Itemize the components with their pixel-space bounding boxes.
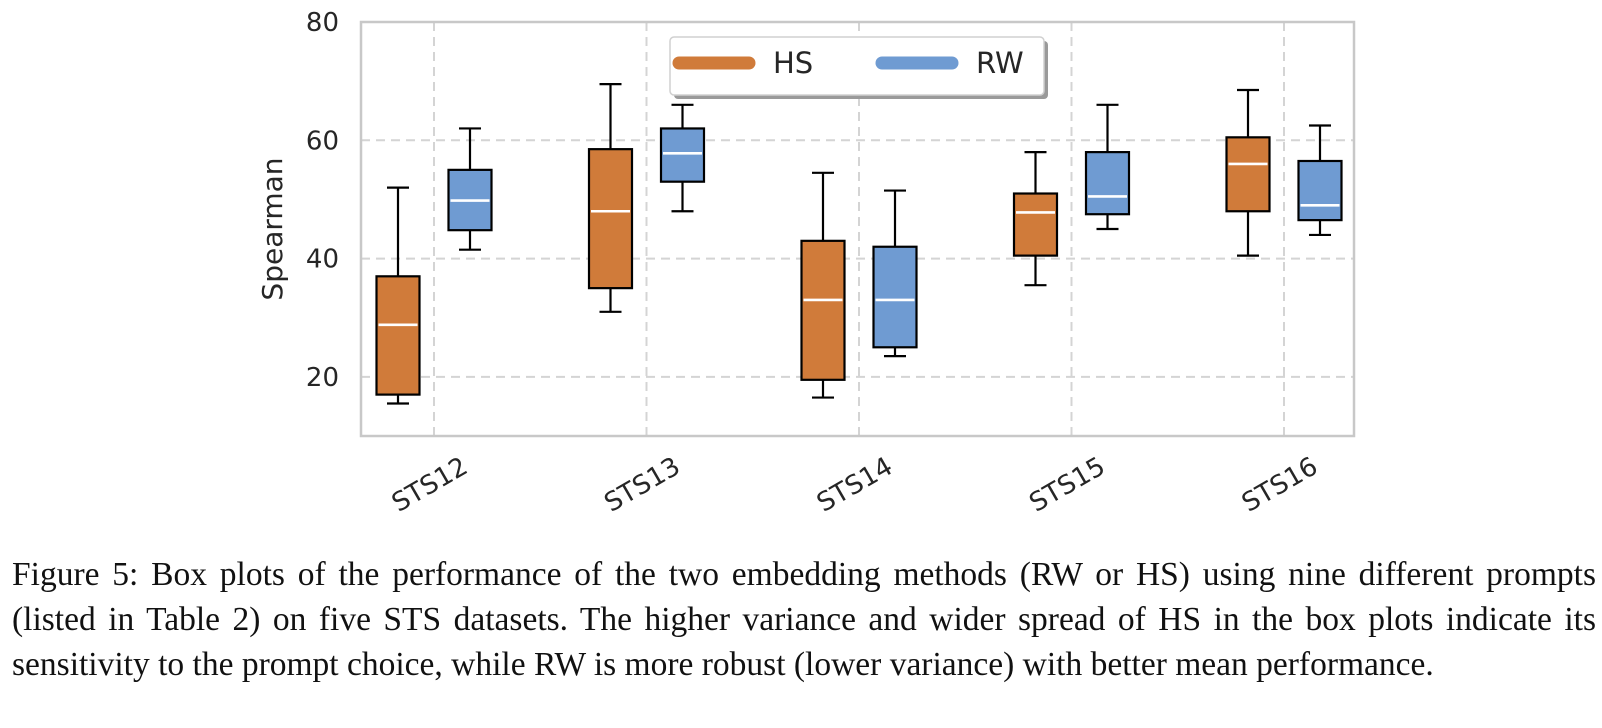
legend: HS RW: [669, 36, 1048, 99]
iqr-box: [1012, 192, 1059, 257]
iqr-box: [587, 148, 634, 290]
y-tick-label: 60: [306, 126, 339, 156]
hs-box-sts12: [375, 186, 421, 405]
x-tick-label: STS14: [812, 452, 898, 519]
legend-box: [669, 36, 1045, 96]
y-axis-label: Spearman: [256, 157, 289, 300]
rw-box-sts12: [447, 127, 493, 251]
rw-box-sts15: [1084, 103, 1131, 231]
iqr-box: [800, 239, 846, 381]
rw-box-sts16: [1297, 124, 1343, 237]
hs-box-sts16: [1225, 88, 1271, 257]
rw-legend-label: RW: [976, 46, 1024, 80]
figure-caption: Figure 5: Box plots of the performance o…: [12, 556, 1596, 683]
plot-frame: [359, 20, 1356, 438]
y-tick-label: 80: [306, 8, 339, 38]
x-tick-label: STS12: [387, 452, 473, 519]
hs-box-sts13: [587, 82, 634, 313]
x-tick-label: STS15: [1024, 452, 1110, 519]
rw-box-sts13: [659, 103, 706, 213]
iqr-box: [659, 127, 706, 183]
iqr-box: [872, 245, 918, 349]
y-tick-label: 40: [306, 245, 339, 275]
x-tick-label: STS16: [1237, 452, 1323, 519]
x-tick-label: STS13: [599, 452, 685, 519]
box-plot-chart: 20 40 60 80 STS12 STS13 STS14 STS15 STS16 Spearma…: [256, 8, 1356, 519]
rw-box-sts14: [872, 189, 918, 358]
iqr-box: [1297, 159, 1343, 222]
iqr-box: [375, 275, 421, 396]
hs-box-sts14: [800, 171, 846, 399]
y-tick-label: 20: [306, 363, 339, 393]
iqr-box: [1084, 151, 1131, 216]
hs-legend-label: HS: [773, 46, 813, 80]
hs-box-sts15: [1012, 151, 1059, 287]
iqr-box: [1225, 136, 1271, 213]
